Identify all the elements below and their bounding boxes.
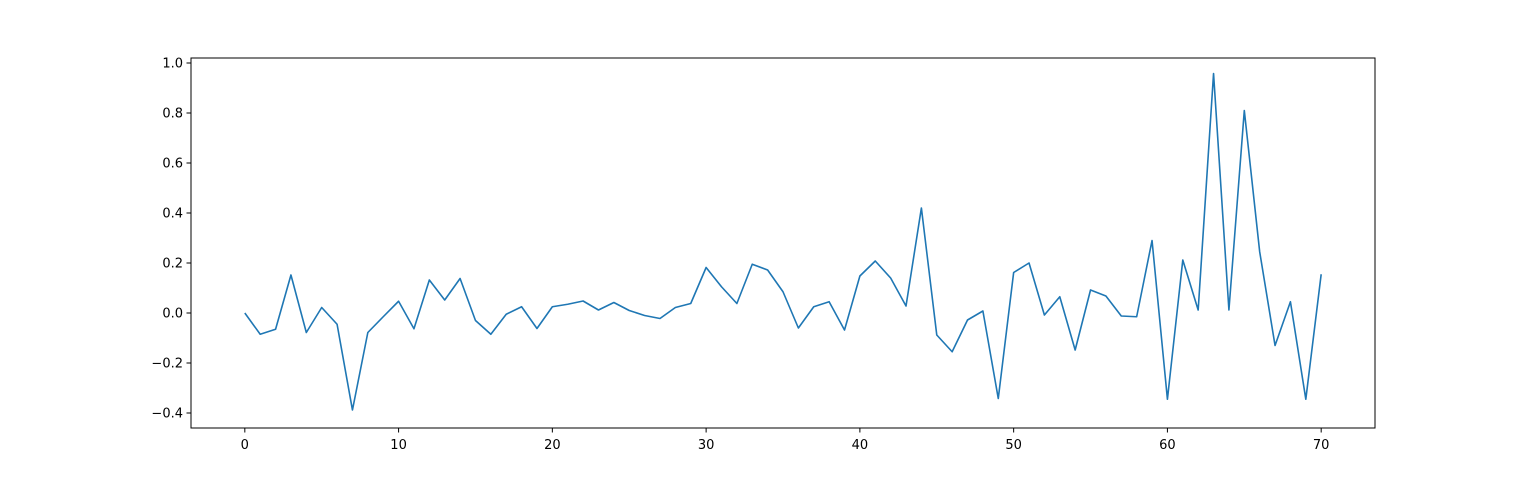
y-tick-label: 0.6: [162, 157, 183, 172]
x-tick-label: 30: [698, 438, 715, 453]
y-tick-label: 1.0: [162, 57, 183, 72]
series-line-0: [244, 72, 1322, 411]
y-tick-label: −0.2: [151, 357, 183, 372]
plot-frame: [190, 57, 1376, 429]
x-axis: 0 10 20 30 40 50 60 70: [241, 428, 1330, 453]
x-tick-label: 20: [544, 438, 561, 453]
x-tick-label: 70: [1313, 438, 1330, 453]
y-tick-label: 0.2: [162, 257, 183, 272]
x-tick-label: 50: [1005, 438, 1022, 453]
y-tick-label: 0.0: [162, 307, 183, 322]
y-tick-label: 0.8: [162, 107, 183, 122]
x-tick-label: 40: [852, 438, 869, 453]
x-tick-label: 0: [241, 438, 249, 453]
x-tick-label: 60: [1159, 438, 1176, 453]
y-tick-label: 0.4: [162, 207, 183, 222]
series-layer: [244, 72, 1322, 411]
y-tick-label: −0.4: [151, 407, 183, 422]
x-tick-label: 10: [390, 438, 407, 453]
y-axis: −0.4 −0.2 0.0 0.2 0.4 0.6 0.8 1.0: [151, 57, 191, 422]
